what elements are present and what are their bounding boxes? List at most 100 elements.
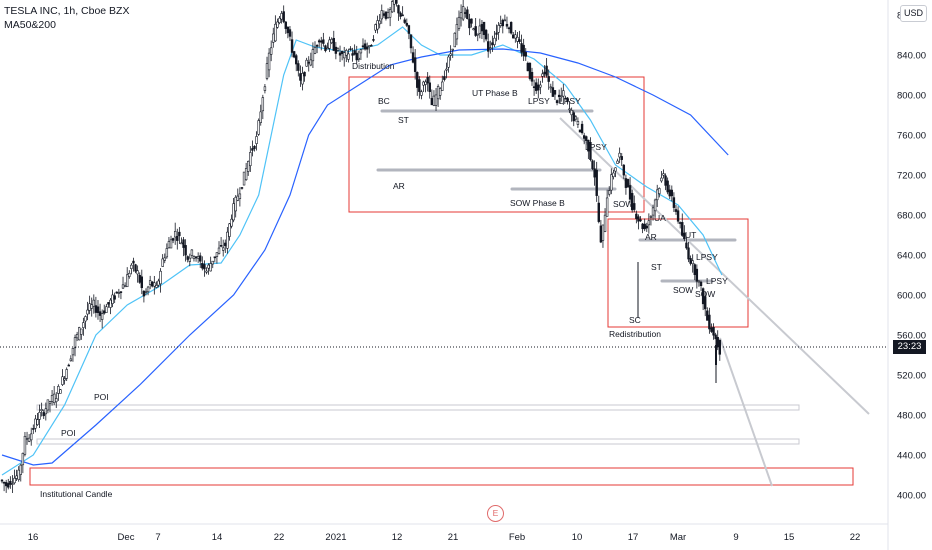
candle-body bbox=[305, 59, 308, 67]
candle-body bbox=[201, 263, 204, 269]
candle-body bbox=[605, 197, 609, 217]
x-tick-label: 12 bbox=[392, 532, 403, 543]
candle-body bbox=[608, 190, 611, 195]
candle-body bbox=[155, 285, 158, 288]
x-tick-label: 14 bbox=[212, 532, 223, 543]
x-tick-label: 16 bbox=[28, 532, 39, 543]
candle-body bbox=[397, 5, 400, 14]
candle-body bbox=[601, 224, 605, 241]
candle-body bbox=[687, 247, 690, 260]
candle-body bbox=[96, 306, 100, 314]
candle-body bbox=[653, 199, 657, 212]
candle-body bbox=[345, 50, 348, 56]
candle-body bbox=[549, 86, 552, 89]
candle-body bbox=[603, 214, 607, 232]
redistribution-box bbox=[607, 218, 749, 328]
candle-body bbox=[130, 264, 133, 269]
candle-body bbox=[57, 386, 60, 394]
candle-body bbox=[334, 46, 338, 54]
candle-body bbox=[589, 142, 592, 160]
candle-body bbox=[560, 95, 563, 98]
candle-body bbox=[689, 258, 692, 264]
candle-body bbox=[530, 72, 534, 82]
chart-title: TESLA INC, 1h, Cboe BZX bbox=[4, 5, 130, 17]
candle-body bbox=[228, 223, 231, 237]
candle-body bbox=[61, 376, 64, 385]
x-tick-label: Feb bbox=[509, 532, 525, 543]
candle-body bbox=[17, 469, 20, 480]
candle-body bbox=[610, 174, 613, 191]
trend-lines bbox=[559, 117, 870, 487]
candle-body bbox=[478, 25, 482, 34]
candle-body bbox=[286, 26, 290, 34]
candle-body bbox=[203, 264, 206, 270]
candle-body bbox=[205, 270, 208, 273]
candle-body bbox=[186, 256, 189, 260]
candle-body bbox=[84, 316, 87, 322]
candle-body bbox=[372, 39, 375, 41]
candle-body bbox=[169, 239, 173, 249]
annotation-label: POI bbox=[94, 392, 109, 402]
candle-body bbox=[572, 112, 575, 122]
candle-body bbox=[48, 401, 52, 404]
candle-body bbox=[562, 90, 565, 97]
candle-body bbox=[34, 418, 37, 429]
candle-body bbox=[13, 477, 16, 484]
candle-body bbox=[30, 433, 33, 441]
candle-body bbox=[232, 203, 235, 221]
candle-body bbox=[336, 48, 340, 51]
x-tick-label: 7 bbox=[155, 532, 160, 543]
candle-body bbox=[599, 225, 603, 243]
trend-line-upper bbox=[559, 117, 870, 415]
gray-zones bbox=[36, 404, 800, 445]
candle-body bbox=[280, 13, 283, 20]
currency-button[interactable]: USD bbox=[900, 5, 927, 22]
poi-zone-upper bbox=[36, 404, 800, 411]
candle-body bbox=[71, 347, 75, 356]
annotation-label: POI bbox=[61, 428, 76, 438]
candle-body bbox=[111, 294, 114, 304]
candle-body bbox=[351, 53, 354, 56]
candle-body bbox=[144, 290, 148, 293]
candle-body bbox=[117, 292, 121, 294]
candle-body bbox=[148, 280, 152, 285]
annotation-label: SOW Phase B bbox=[510, 198, 565, 208]
candle-body bbox=[328, 39, 331, 49]
candle-body bbox=[69, 358, 73, 362]
candle-body bbox=[136, 270, 139, 275]
candle-body bbox=[453, 32, 457, 48]
candle-body bbox=[27, 437, 31, 442]
candle-body bbox=[368, 45, 371, 47]
candle-body bbox=[585, 136, 588, 141]
candle-body bbox=[119, 291, 123, 293]
candle-body bbox=[501, 19, 504, 27]
y-tick-label: 400.00 bbox=[897, 491, 926, 502]
y-tick-label: 600.00 bbox=[897, 291, 926, 302]
candle-body bbox=[290, 39, 294, 53]
candle-body bbox=[357, 57, 361, 60]
candle-body bbox=[459, 12, 463, 19]
annotation-label: SOW bbox=[673, 285, 693, 295]
y-tick-label: 840.00 bbox=[897, 51, 926, 62]
annotation-label: AR bbox=[393, 181, 405, 191]
candle-body bbox=[620, 156, 623, 160]
candle-body bbox=[278, 17, 281, 24]
candle-body bbox=[309, 59, 313, 66]
poi-zone-lower bbox=[36, 438, 800, 445]
candle-body bbox=[123, 285, 127, 288]
candle-body bbox=[121, 284, 125, 289]
candle-body bbox=[153, 282, 156, 287]
candle-body bbox=[420, 91, 423, 96]
candle-body bbox=[88, 303, 91, 311]
earnings-event-icon[interactable]: E bbox=[487, 505, 504, 522]
candle-body bbox=[384, 11, 388, 19]
candle-body bbox=[359, 49, 363, 54]
candle-body bbox=[317, 40, 321, 43]
candle-body bbox=[311, 49, 315, 62]
candle-body bbox=[94, 305, 98, 313]
candle-body bbox=[491, 42, 494, 46]
candle-body bbox=[349, 48, 352, 51]
candle-body bbox=[512, 34, 515, 39]
candle-body bbox=[274, 23, 277, 42]
